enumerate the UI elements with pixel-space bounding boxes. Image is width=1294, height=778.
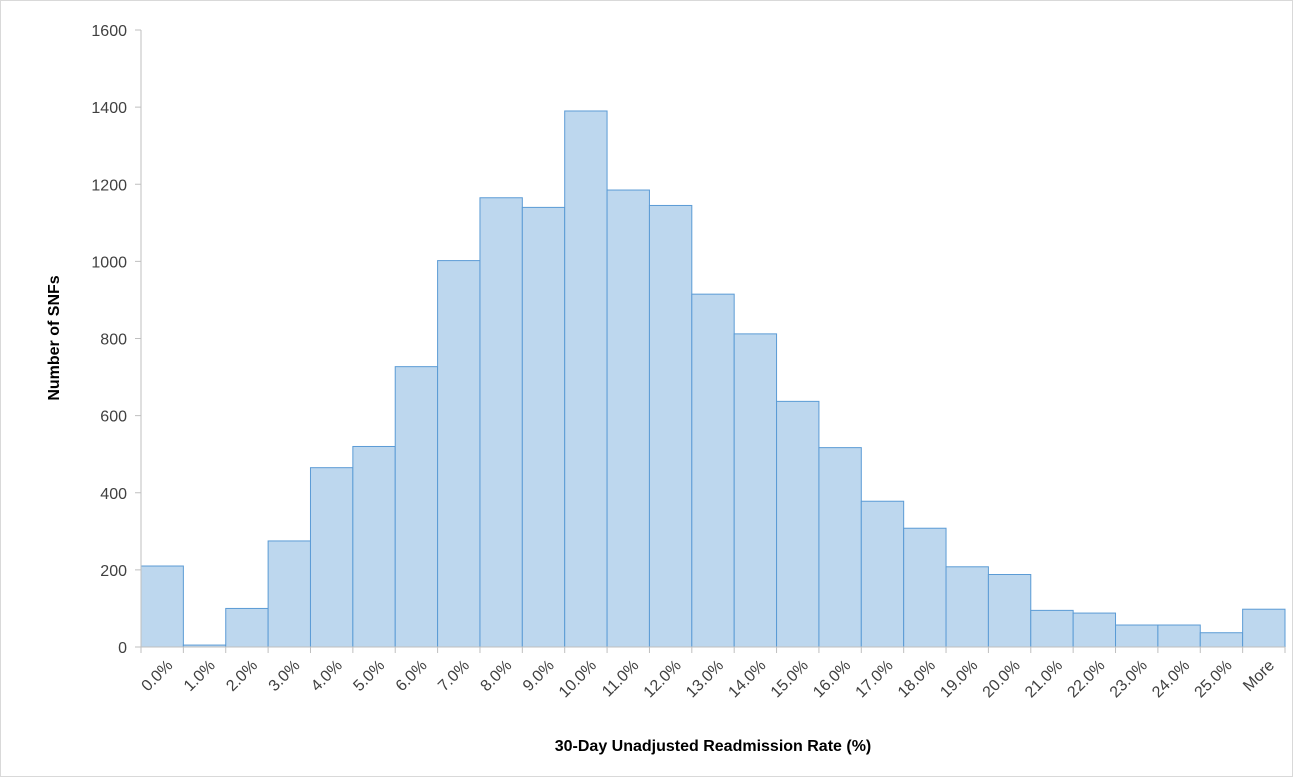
y-tick-label: 0 xyxy=(118,640,127,657)
bar-21.0% xyxy=(1030,609,1074,648)
x-tick-label: 12.0% xyxy=(641,657,685,701)
bar-19.0% xyxy=(945,566,989,648)
x-tick-label: More xyxy=(1240,657,1278,695)
bar-17.0% xyxy=(860,500,905,648)
bar-22.0% xyxy=(1072,612,1117,648)
bar-11.0% xyxy=(606,189,650,648)
x-tick-label: 18.0% xyxy=(895,657,939,701)
x-tick-label: 15.0% xyxy=(768,657,812,701)
bar-0.0% xyxy=(140,565,184,648)
x-tick-label: 6.0% xyxy=(393,657,431,695)
x-tick-label: 21.0% xyxy=(1022,657,1066,701)
bar-9.0% xyxy=(521,206,566,648)
y-tick-label: 1000 xyxy=(91,254,127,271)
y-tick-label: 1200 xyxy=(91,177,127,194)
y-axis-ticks: 0 200 400 600 800 1000 1200 1400 1600 xyxy=(91,23,141,657)
bar-13.0% xyxy=(691,293,735,648)
x-tick-label: 3.0% xyxy=(266,657,304,695)
x-tick-label: 2.0% xyxy=(223,657,261,695)
x-tick-label: 23.0% xyxy=(1107,657,1151,701)
x-axis-title: 30-Day Unadjusted Readmission Rate (%) xyxy=(555,738,872,755)
x-tick-label: 17.0% xyxy=(853,657,897,701)
bar-10.0% xyxy=(564,110,608,648)
bars xyxy=(140,110,1286,648)
x-tick-label: 25.0% xyxy=(1192,657,1236,701)
y-tick-label: 400 xyxy=(100,486,127,503)
y-tick-label: 1400 xyxy=(91,100,127,117)
x-tick-label: 13.0% xyxy=(683,657,727,701)
bar-3.0% xyxy=(267,540,311,648)
bar-7.0% xyxy=(437,260,481,648)
bar-16.0% xyxy=(818,447,862,648)
bar-8.0% xyxy=(479,197,523,648)
x-axis-ticks: 0.0% 1.0% 2.0% 3.0% 4.0% 5.0% 6.0% 7.0% 8.0% 9.0%… xyxy=(139,647,1286,701)
bar-15.0% xyxy=(776,400,820,648)
x-tick-label: 0.0% xyxy=(139,657,177,695)
x-tick-label: 7.0% xyxy=(435,657,473,695)
x-tick-label: 8.0% xyxy=(478,657,516,695)
bar-4.0% xyxy=(309,467,354,648)
bar-2.0% xyxy=(225,607,269,648)
x-tick-label: 10.0% xyxy=(556,657,600,701)
bar-5.0% xyxy=(352,445,396,648)
bar-6.0% xyxy=(394,366,439,648)
y-tick-label: 600 xyxy=(100,409,127,426)
bar-24.0% xyxy=(1157,624,1201,648)
x-tick-label: 11.0% xyxy=(599,657,642,700)
y-tick-label: 200 xyxy=(100,563,127,580)
x-tick-label: 5.0% xyxy=(350,657,388,695)
y-tick-label: 1600 xyxy=(91,23,127,40)
x-tick-label: 19.0% xyxy=(937,657,981,701)
x-tick-label: 14.0% xyxy=(725,657,769,701)
bar-18.0% xyxy=(903,527,947,648)
x-tick-label: 24.0% xyxy=(1149,657,1193,701)
bar-23.0% xyxy=(1115,624,1159,648)
y-axis-title: Number of SNFs xyxy=(46,275,63,400)
bar-25.0% xyxy=(1199,632,1244,648)
y-tick-label: 800 xyxy=(100,332,127,349)
bar-20.0% xyxy=(987,574,1032,648)
x-tick-label: 22.0% xyxy=(1064,657,1108,701)
bar-More xyxy=(1242,608,1286,648)
bar-14.0% xyxy=(733,333,778,648)
bar-12.0% xyxy=(648,204,693,648)
x-tick-label: 16.0% xyxy=(810,657,854,701)
x-tick-label: 1.0% xyxy=(181,657,219,695)
x-tick-label: 20.0% xyxy=(980,657,1024,701)
x-tick-label: 9.0% xyxy=(520,657,558,695)
x-tick-label: 4.0% xyxy=(308,657,346,695)
